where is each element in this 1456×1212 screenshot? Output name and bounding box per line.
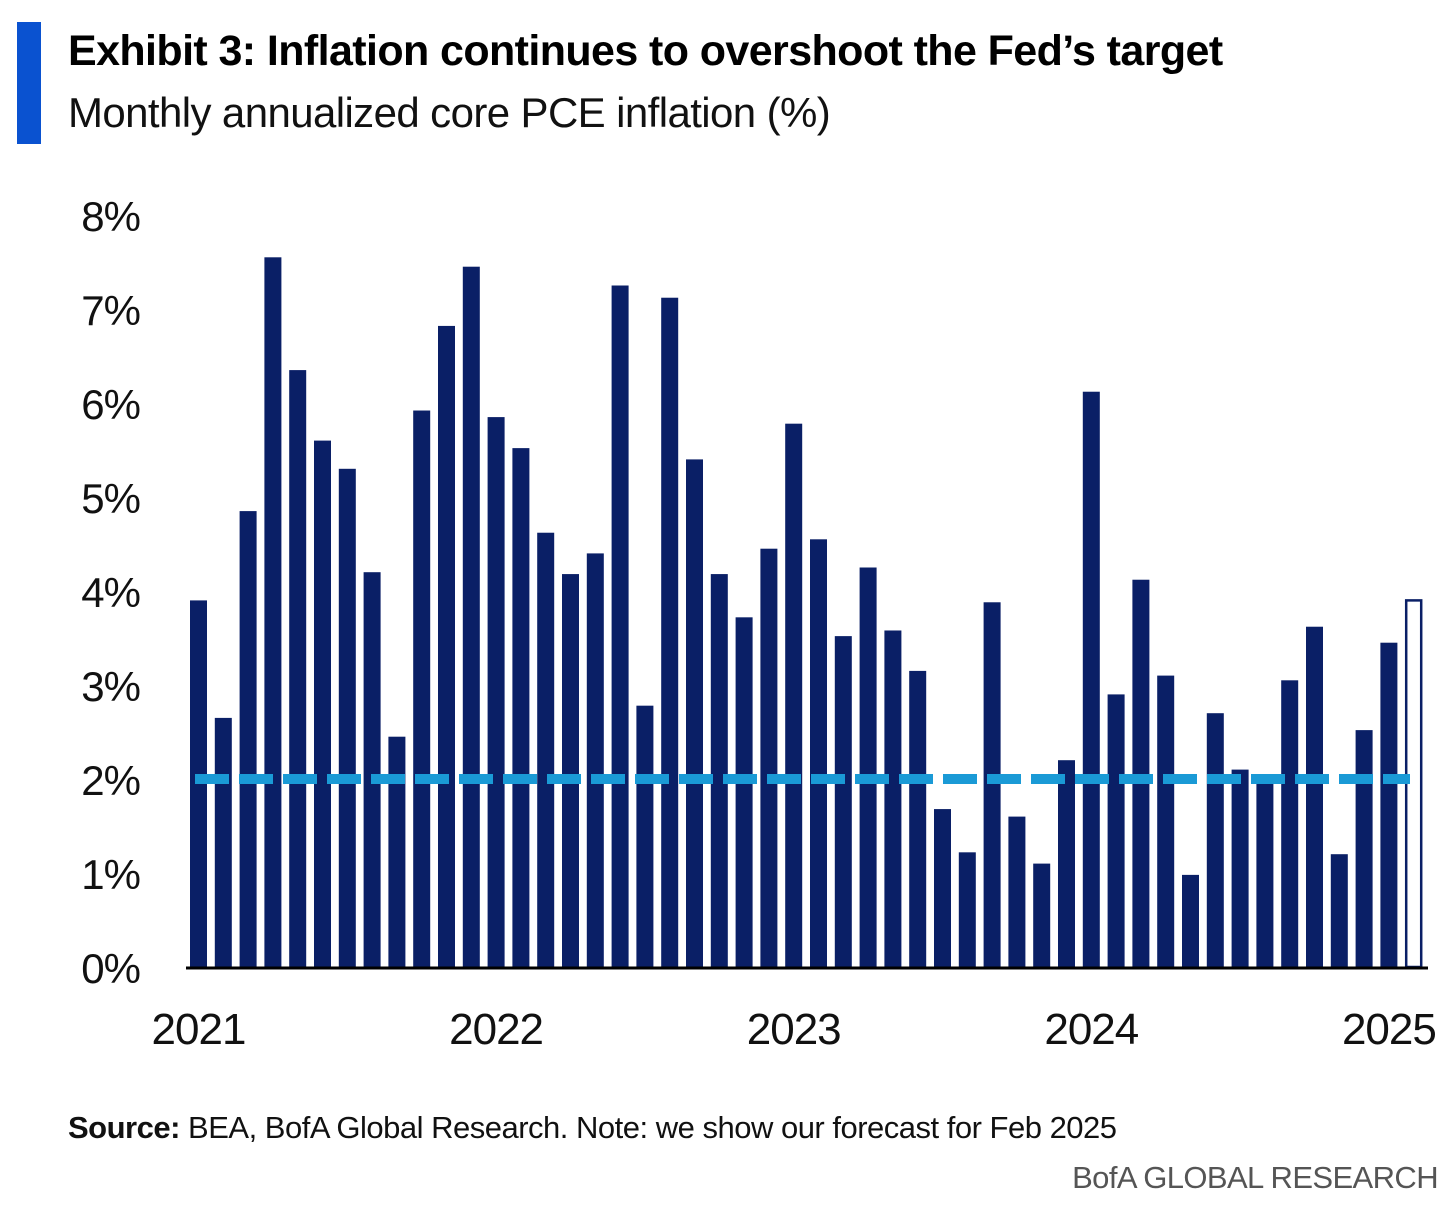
data-bar <box>1281 680 1299 967</box>
data-bar <box>760 548 778 967</box>
data-bar <box>586 553 604 967</box>
data-bar <box>661 297 679 968</box>
data-bar <box>388 736 406 967</box>
data-bar <box>314 440 331 968</box>
data-bar <box>413 410 431 967</box>
data-bar <box>1231 769 1249 967</box>
data-bar <box>1330 854 1348 967</box>
data-bar <box>686 459 703 967</box>
data-bar <box>562 574 579 967</box>
data-bar <box>264 257 282 967</box>
data-bar <box>884 630 902 967</box>
y-tick-label: 0% <box>81 945 140 992</box>
data-bar <box>1182 874 1199 967</box>
data-bar <box>338 468 356 967</box>
y-tick-label: 6% <box>81 381 140 428</box>
data-bar <box>834 636 852 967</box>
data-bar <box>1355 730 1373 967</box>
data-bar <box>611 285 629 967</box>
data-bar <box>735 617 753 967</box>
data-bar <box>983 602 1001 967</box>
y-tick-label: 5% <box>81 475 140 522</box>
x-tick-label: 2025 <box>1342 1005 1436 1054</box>
y-tick-label: 1% <box>81 851 140 898</box>
x-tick-label: 2024 <box>1044 1005 1138 1054</box>
source-label: Source: <box>68 1110 180 1145</box>
data-bar <box>1107 694 1125 967</box>
data-bar <box>810 539 827 967</box>
source-note: Source: BEA, BofA Global Research. Note:… <box>68 1110 1117 1146</box>
data-bar <box>1206 713 1224 967</box>
data-bar <box>239 511 257 967</box>
data-bar <box>487 417 505 968</box>
data-bar <box>934 809 951 967</box>
y-tick-label: 3% <box>81 663 140 710</box>
data-bar <box>1058 760 1075 967</box>
chart-title: Exhibit 3: Inflation continues to oversh… <box>68 27 1223 75</box>
brand-label: BofA GLOBAL RESEARCH <box>1072 1160 1438 1195</box>
x-tick-label: 2021 <box>152 1005 246 1054</box>
data-bar <box>636 705 654 967</box>
x-tick-label: 2022 <box>449 1005 543 1054</box>
data-bar <box>785 423 803 967</box>
data-bar <box>1256 774 1274 967</box>
accent-bar <box>17 22 41 144</box>
y-tick-label: 8% <box>81 193 140 240</box>
data-bar <box>1306 626 1323 967</box>
data-bar <box>363 572 381 967</box>
data-bar <box>1380 642 1398 967</box>
data-bar <box>537 532 555 967</box>
data-bar <box>438 325 455 967</box>
data-bar <box>214 717 232 967</box>
data-bar <box>512 448 530 967</box>
data-bar <box>289 370 307 968</box>
data-bar <box>1033 863 1051 967</box>
y-tick-label: 2% <box>81 757 140 804</box>
chart-subtitle: Monthly annualized core PCE inflation (%… <box>68 89 831 136</box>
data-bar <box>710 574 728 967</box>
data-bar <box>909 670 927 967</box>
data-bar <box>1008 816 1026 967</box>
data-bar <box>1157 675 1175 967</box>
data-bar <box>958 852 976 967</box>
data-bar <box>1132 579 1150 967</box>
data-bar <box>1082 391 1100 968</box>
data-bar <box>859 567 877 967</box>
source-text: BEA, BofA Global Research. Note: we show… <box>179 1110 1117 1145</box>
y-tick-label: 4% <box>81 569 140 616</box>
y-tick-label: 7% <box>81 287 140 334</box>
x-tick-label: 2023 <box>747 1005 841 1054</box>
data-bar <box>462 266 480 967</box>
